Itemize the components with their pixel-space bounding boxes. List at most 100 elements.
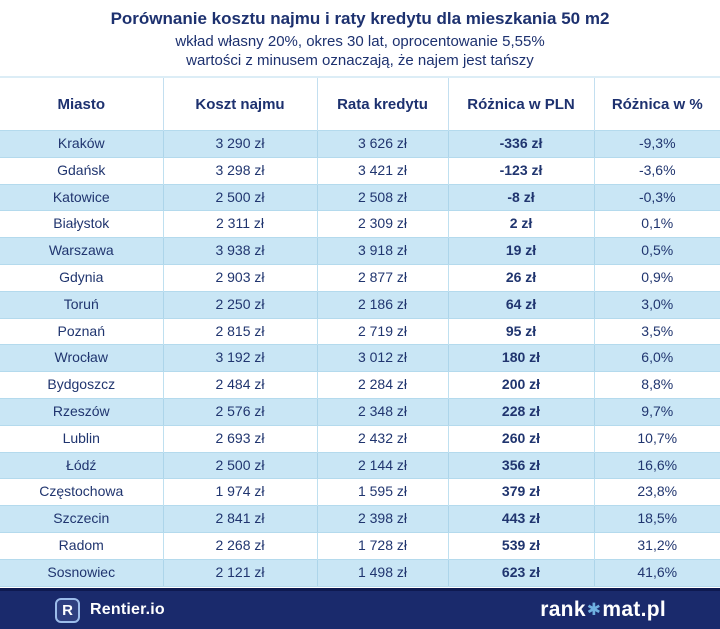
table-row: Rzeszów 2 576 zł 2 348 zł 228 zł 9,7%: [0, 397, 720, 426]
city-cell: Rzeszów: [0, 397, 163, 426]
rent-cell: 3 938 zł: [162, 237, 317, 265]
diff-pln-cell: 180 zł: [447, 344, 594, 373]
rankomat-text-suffix: mat.pl: [602, 598, 666, 621]
subtitle-line-2: wartości z minusem oznaczają, że najem j…: [186, 52, 534, 69]
diff-pln-cell: 260 zł: [447, 425, 594, 453]
rent-cell: 3 192 zł: [162, 344, 317, 373]
column-header: Różnica w %: [593, 77, 720, 131]
city-cell: Gdynia: [0, 264, 163, 292]
diff-pln-cell: 26 zł: [447, 264, 594, 292]
rent-cell: 3 290 zł: [162, 130, 317, 158]
diff-pct-cell: 0,1%: [593, 210, 720, 238]
table-body: Kraków 3 290 zł 3 626 zł -336 zł -9,3% Gdańsk…: [0, 130, 720, 587]
city-cell: Białystok: [0, 210, 163, 238]
city-cell: Łódź: [0, 451, 163, 480]
diff-pln-cell: -336 zł: [447, 130, 594, 158]
rent-cell: 1 974 zł: [162, 478, 317, 506]
city-cell: Kraków: [0, 130, 163, 158]
table-row: Kraków 3 290 zł 3 626 zł -336 zł -9,3%: [0, 130, 720, 158]
city-cell: Radom: [0, 532, 163, 560]
mortgage-cell: 1 498 zł: [316, 558, 448, 587]
column-header: Rata kredytu: [316, 77, 448, 131]
rent-cell: 2 693 zł: [162, 425, 317, 453]
rentier-badge-letter: R: [62, 601, 73, 619]
mortgage-cell: 2 309 zł: [316, 210, 448, 238]
diff-pct-cell: 23,8%: [593, 478, 720, 506]
city-cell: Lublin: [0, 425, 163, 453]
diff-pln-cell: 64 zł: [447, 290, 594, 319]
diff-pct-cell: 10,7%: [593, 425, 720, 453]
city-cell: Sosnowiec: [0, 558, 163, 587]
rentier-logo-text: Rentier.io: [90, 601, 165, 618]
header: Porównanie kosztu najmu i raty kredytu d…: [0, 0, 720, 76]
mortgage-cell: 2 508 zł: [316, 183, 448, 212]
diff-pln-cell: 95 zł: [447, 318, 594, 345]
mortgage-cell: 2 719 zł: [316, 318, 448, 345]
rent-cell: 2 311 zł: [162, 210, 317, 238]
mortgage-cell: 3 012 zł: [316, 344, 448, 373]
mortgage-cell: 2 432 zł: [316, 425, 448, 453]
mortgage-cell: 2 398 zł: [316, 505, 448, 533]
rankomat-logo: rank ✱ mat.pl: [540, 598, 666, 622]
comparison-table: Miasto Koszt najmu Rata kredytu Różnica w P…: [0, 76, 720, 587]
subtitle-line-1: wkład własny 20%, okres 30 lat, oprocent…: [175, 33, 545, 50]
table-row: Częstochowa 1 974 zł 1 595 zł 379 zł 23,8%: [0, 478, 720, 506]
table-row: Gdynia 2 903 zł 2 877 zł 26 zł 0,9%: [0, 264, 720, 292]
diff-pct-cell: -3,6%: [593, 157, 720, 185]
diff-pln-cell: 228 zł: [447, 397, 594, 426]
table-row: Warszawa 3 938 zł 3 918 zł 19 zł 0,5%: [0, 237, 720, 265]
diff-pln-cell: -123 zł: [447, 157, 594, 185]
diff-pct-cell: 0,9%: [593, 264, 720, 292]
column-header: Miasto: [0, 77, 163, 131]
rent-cell: 2 841 zł: [162, 505, 317, 533]
city-cell: Warszawa: [0, 237, 163, 265]
diff-pln-cell: 19 zł: [447, 237, 594, 265]
city-cell: Wrocław: [0, 344, 163, 373]
table-row: Poznań 2 815 zł 2 719 zł 95 zł 3,5%: [0, 318, 720, 345]
table-row: Bydgoszcz 2 484 zł 2 284 zł 200 zł 8,8%: [0, 371, 720, 399]
diff-pct-cell: 3,0%: [593, 290, 720, 319]
column-header: Różnica w PLN: [447, 77, 594, 131]
diff-pct-cell: 41,6%: [593, 558, 720, 587]
diff-pln-cell: 2 zł: [447, 210, 594, 238]
mortgage-cell: 1 728 zł: [316, 532, 448, 560]
mortgage-cell: 2 348 zł: [316, 397, 448, 426]
city-cell: Bydgoszcz: [0, 371, 163, 399]
diff-pln-cell: 443 zł: [447, 505, 594, 533]
diff-pct-cell: 16,6%: [593, 451, 720, 480]
city-cell: Gdańsk: [0, 157, 163, 185]
diff-pct-cell: 8,8%: [593, 371, 720, 399]
diff-pct-cell: -0,3%: [593, 183, 720, 212]
diff-pct-cell: 3,5%: [593, 318, 720, 345]
mortgage-cell: 3 421 zł: [316, 157, 448, 185]
diff-pct-cell: 6,0%: [593, 344, 720, 373]
table-row: Łódź 2 500 zł 2 144 zł 356 zł 16,6%: [0, 451, 720, 480]
diff-pln-cell: 623 zł: [447, 558, 594, 587]
rentier-badge-icon: R: [55, 597, 80, 623]
diff-pln-cell: 200 zł: [447, 371, 594, 399]
rankomat-text-prefix: rank: [540, 598, 586, 621]
rentier-logo: R Rentier.io: [55, 597, 165, 623]
diff-pct-cell: 0,5%: [593, 237, 720, 265]
footer-bar: R Rentier.io rank ✱ mat.pl: [0, 588, 720, 629]
table-row: Radom 2 268 zł 1 728 zł 539 zł 31,2%: [0, 532, 720, 560]
rent-cell: 2 903 zł: [162, 264, 317, 292]
mortgage-cell: 1 595 zł: [316, 478, 448, 506]
table-head: Miasto Koszt najmu Rata kredytu Różnica w P…: [0, 77, 720, 131]
rent-cell: 2 250 zł: [162, 290, 317, 319]
diff-pln-cell: -8 zł: [447, 183, 594, 212]
diff-pln-cell: 379 zł: [447, 478, 594, 506]
mortgage-cell: 2 284 zł: [316, 371, 448, 399]
diff-pct-cell: 31,2%: [593, 532, 720, 560]
mortgage-cell: 2 877 zł: [316, 264, 448, 292]
diff-pct-cell: 9,7%: [593, 397, 720, 426]
table-row: Sosnowiec 2 121 zł 1 498 zł 623 zł 41,6%: [0, 558, 720, 587]
diff-pct-cell: 18,5%: [593, 505, 720, 533]
table-row: Gdańsk 3 298 zł 3 421 zł -123 zł -3,6%: [0, 157, 720, 185]
column-header: Koszt najmu: [162, 77, 317, 131]
rent-cell: 2 121 zł: [162, 558, 317, 587]
rent-cell: 2 500 zł: [162, 183, 317, 212]
mortgage-cell: 3 918 zł: [316, 237, 448, 265]
mortgage-cell: 3 626 zł: [316, 130, 448, 158]
